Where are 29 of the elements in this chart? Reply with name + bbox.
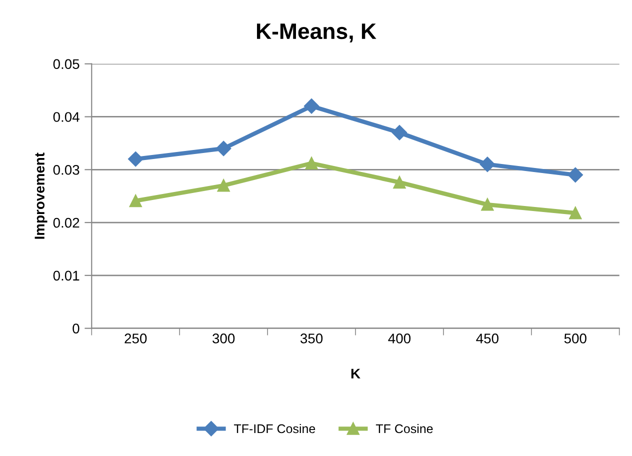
point <box>480 156 495 172</box>
x-tick-label: 500 <box>564 334 586 344</box>
chart-title: K-Means, K <box>256 24 376 42</box>
x-tick-label: 350 <box>300 334 323 344</box>
y-tick-label: 0.01 <box>53 270 80 281</box>
point <box>305 157 318 170</box>
point <box>217 179 230 192</box>
point <box>481 198 494 211</box>
point <box>393 176 406 189</box>
point <box>569 206 582 220</box>
y-tick-label: 0.02 <box>53 218 80 228</box>
x-tick-label: 400 <box>388 334 411 344</box>
point <box>568 167 583 182</box>
legend-label: TF Cosine <box>376 424 433 434</box>
x-tick-label: 250 <box>124 334 147 344</box>
x-axis-title: K <box>351 368 360 378</box>
point <box>304 98 320 114</box>
y-axis-title: Improvement <box>34 152 48 239</box>
y-tick-label: 0.03 <box>53 164 80 175</box>
legend-label: TF-IDF Cosine <box>234 424 316 434</box>
x-tick-label: 450 <box>476 334 498 344</box>
point <box>128 151 144 167</box>
y-tick-label: 0.04 <box>53 112 80 122</box>
point <box>216 140 232 156</box>
point <box>129 194 142 208</box>
point <box>392 125 408 140</box>
y-tick-label: 0 <box>72 324 80 334</box>
x-tick-label: 300 <box>212 334 235 344</box>
y-tick-label: 0.05 <box>53 59 80 70</box>
